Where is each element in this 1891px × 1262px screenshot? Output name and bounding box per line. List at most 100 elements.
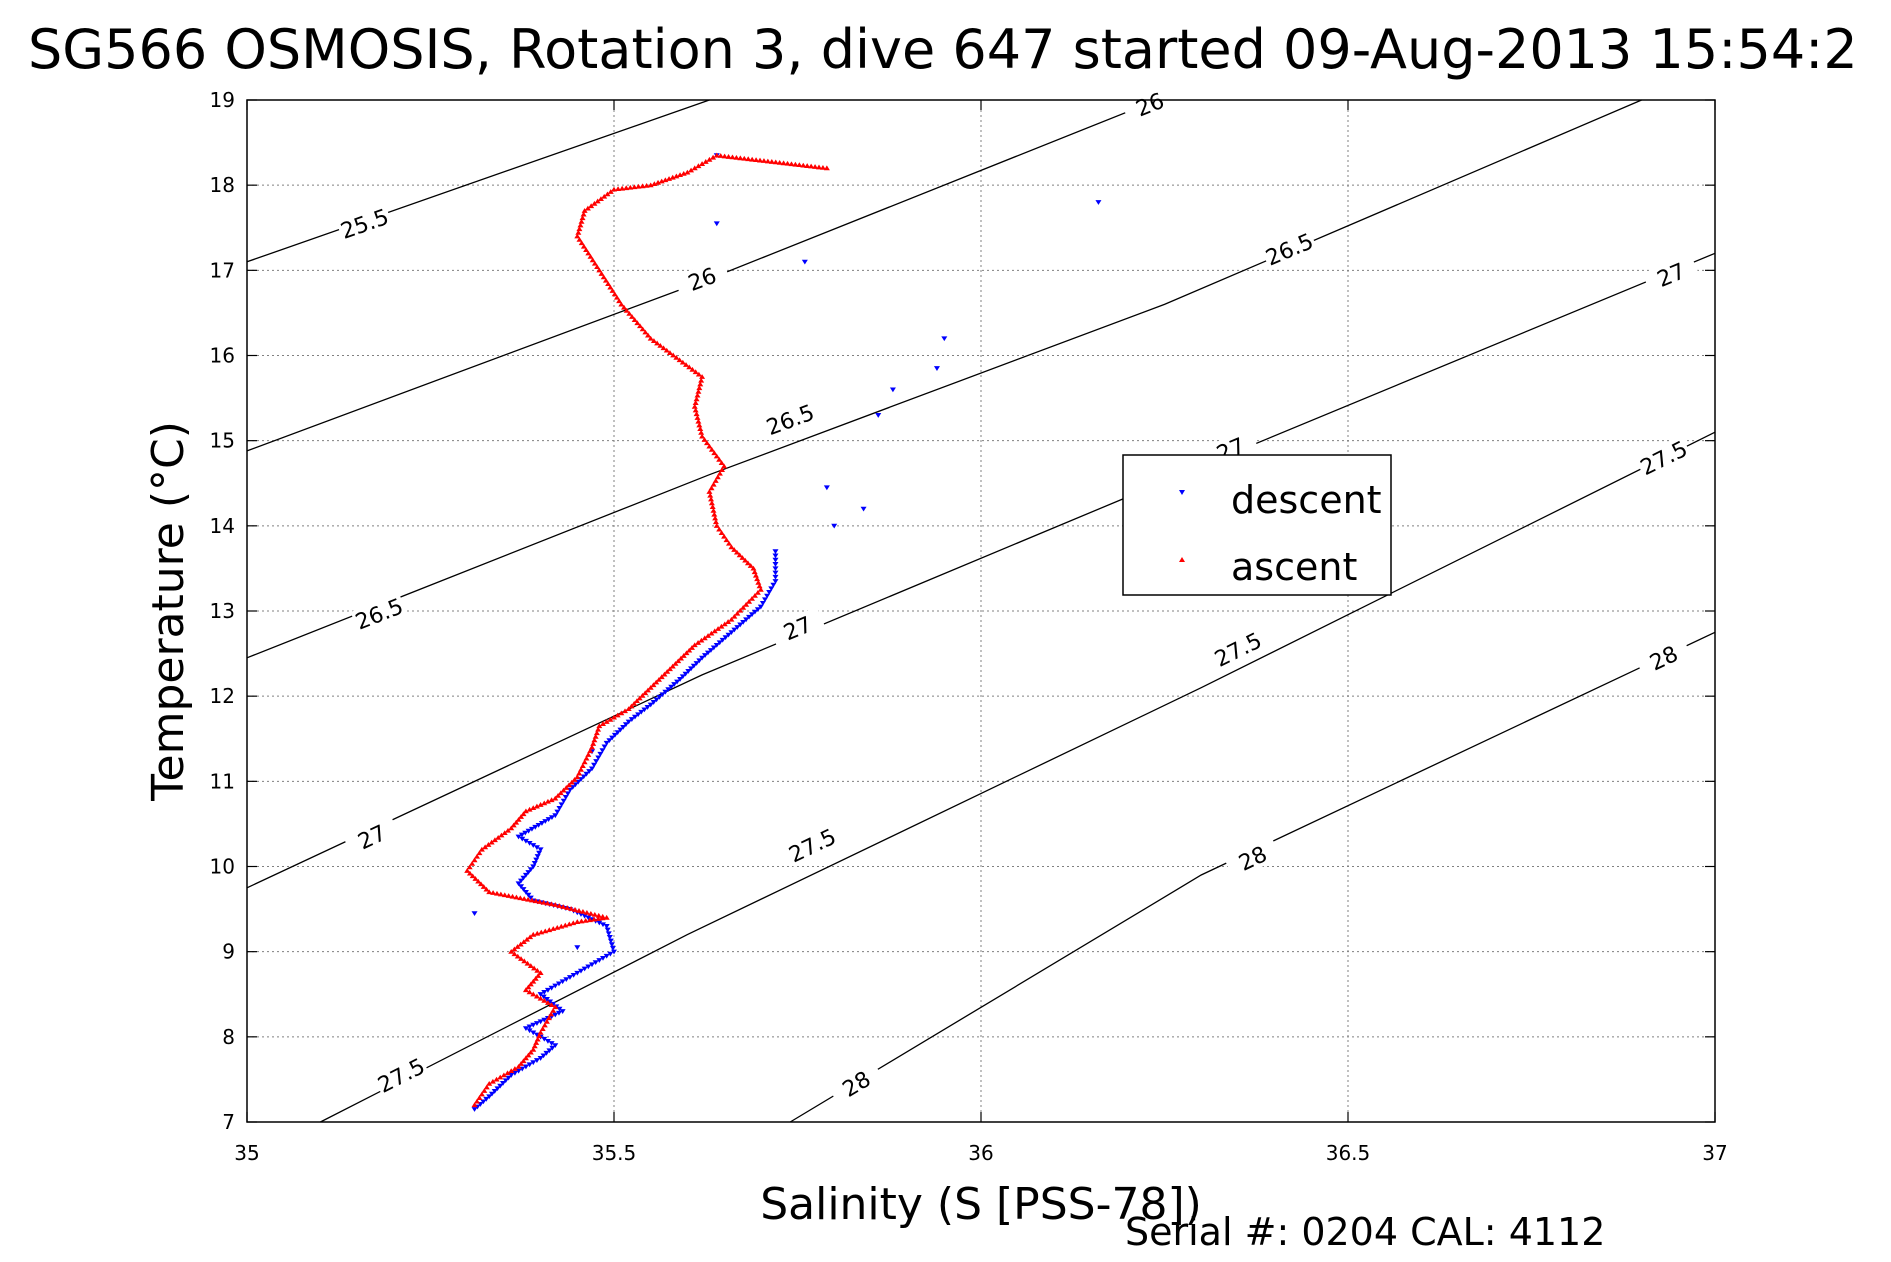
descent-point (596, 920, 603, 926)
ascent-point (743, 601, 750, 607)
ascent-point (584, 205, 591, 211)
y-tick-label: 17 (210, 258, 235, 282)
descent-point (635, 712, 642, 718)
ascent-point (717, 153, 724, 158)
descent-point (659, 692, 666, 698)
x-tick-label: 37 (1702, 1141, 1727, 1165)
ascent-point (731, 613, 738, 619)
ascent-point (520, 811, 527, 817)
ascent-point (530, 1046, 537, 1052)
ascent-point (621, 304, 628, 310)
ascent-point (673, 173, 680, 179)
descent-point (555, 981, 562, 987)
ascent-point (525, 984, 532, 990)
ascent-point (695, 163, 702, 169)
ascent-point (812, 164, 819, 169)
ascent-point (698, 637, 705, 643)
descent-point (716, 640, 723, 646)
ascent-point (708, 485, 715, 491)
ascent-point (548, 797, 555, 803)
ascent-point (697, 381, 704, 387)
ascent-point (815, 164, 822, 170)
y-axis-label: Temperature (°C) (143, 421, 194, 802)
descent-point (606, 934, 613, 940)
ascent-point (518, 1061, 525, 1066)
descent-point (483, 1096, 490, 1102)
ascent-point (579, 215, 586, 221)
ascent-point (623, 185, 630, 191)
descent-point (653, 697, 660, 703)
ascent-point (749, 156, 756, 162)
ascent-point (705, 633, 712, 638)
ascent-point (823, 165, 830, 171)
ascent-point (675, 658, 682, 664)
descent-point (494, 1086, 501, 1092)
ascent-point (557, 790, 564, 796)
descent-point (574, 970, 581, 976)
descent-point (772, 557, 779, 563)
ascent-point (518, 956, 525, 961)
ascent-point (491, 837, 498, 843)
ascent-point (647, 335, 654, 341)
ascent-point (488, 839, 495, 845)
descent-point (596, 958, 603, 963)
descent-point (559, 979, 566, 985)
ascent-point (808, 163, 815, 169)
descent-point (599, 955, 606, 961)
ascent-point (711, 450, 718, 456)
ascent-point (530, 805, 537, 811)
ascent-point (663, 347, 670, 353)
ascent-point (672, 660, 679, 666)
ascent-point (508, 1068, 515, 1073)
ascent-point (780, 160, 787, 166)
descent-point (581, 913, 588, 919)
ascent-point (524, 960, 531, 966)
ascent-point (591, 200, 598, 206)
descent-point (707, 648, 714, 653)
ascent-point (715, 626, 722, 631)
descent-point (748, 612, 755, 618)
ascent-point (650, 682, 657, 688)
ascent-point (611, 291, 618, 297)
descent-point (491, 1089, 498, 1094)
ascent-point (571, 777, 578, 782)
descent-point (566, 975, 573, 980)
ascent-point (594, 198, 601, 204)
ascent-point (693, 411, 700, 417)
ascent-point (530, 991, 537, 997)
ascent-point (591, 737, 598, 743)
ascent-point (476, 1095, 483, 1100)
ascent-point (751, 569, 758, 575)
legend-box (1122, 454, 1392, 596)
ascent-point (555, 793, 562, 798)
ascent-point (666, 176, 673, 181)
descent-point (595, 755, 602, 761)
ascent-point (480, 884, 487, 889)
ascent-point (577, 766, 584, 772)
ascent-point (552, 1004, 559, 1010)
ascent-point (699, 433, 706, 439)
ascent-point (536, 1033, 543, 1039)
ascent-point (725, 540, 732, 546)
ascent-point (639, 692, 646, 698)
descent-point (674, 679, 681, 685)
ascent-point (504, 827, 511, 833)
ascent-point (684, 169, 691, 175)
descent-point (533, 1021, 540, 1026)
ascent-point (588, 203, 595, 209)
ascent-point (464, 868, 471, 873)
ascent-point (706, 443, 713, 449)
ascent-point (760, 158, 767, 163)
ascent-point (535, 973, 542, 978)
descent-point (526, 1028, 533, 1034)
ascent-point (613, 294, 620, 300)
ascent-point (520, 939, 527, 945)
ascent-point (661, 671, 668, 677)
ascent-point (583, 755, 590, 761)
ascent-point (800, 162, 807, 168)
ascent-point (751, 592, 758, 598)
ascent-point (686, 647, 693, 653)
ascent-point (708, 500, 715, 506)
ascent-point (776, 159, 783, 165)
y-tick-label: 13 (210, 599, 235, 623)
